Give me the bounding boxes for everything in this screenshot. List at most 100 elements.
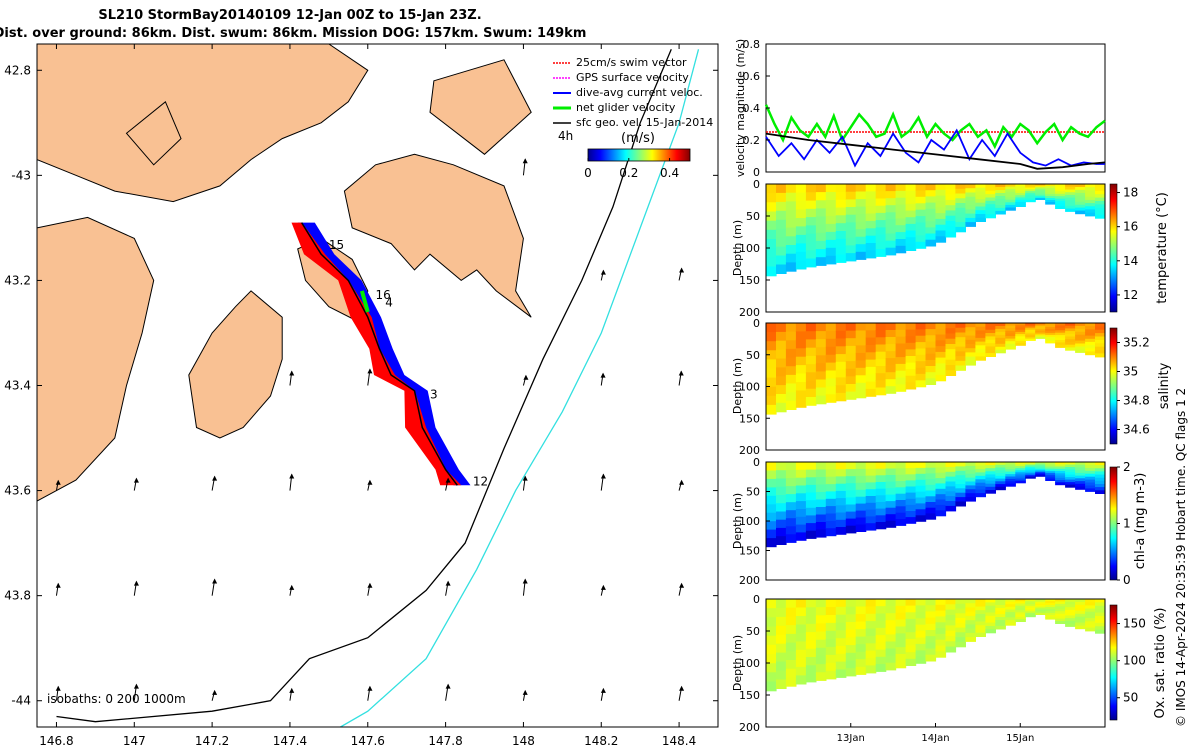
section-cell xyxy=(1065,331,1076,335)
section-cell xyxy=(915,203,927,211)
section-cell xyxy=(965,485,976,490)
y-tick-label: 100 xyxy=(739,242,760,255)
section-cell xyxy=(815,339,827,348)
section-cell xyxy=(805,648,817,658)
section-cell xyxy=(845,384,857,393)
section-cell xyxy=(1015,466,1026,469)
section-cell xyxy=(1025,199,1036,203)
section-cell xyxy=(925,513,937,520)
section-cell xyxy=(855,390,867,399)
section-cell xyxy=(975,479,986,484)
section-cell xyxy=(825,630,837,640)
section-cell xyxy=(1005,476,1016,480)
section-cell xyxy=(1025,600,1036,604)
section-cell xyxy=(1075,602,1086,606)
section-cell xyxy=(875,468,887,476)
y-tick-label: 200 xyxy=(739,574,760,587)
geo-vector-head xyxy=(289,473,295,479)
section-cell xyxy=(955,365,966,371)
section-cell xyxy=(965,611,976,617)
section-cell xyxy=(975,337,986,343)
section-cell xyxy=(776,246,787,257)
section-cell xyxy=(825,354,837,364)
section-cell xyxy=(766,462,777,472)
glider-swath xyxy=(291,222,471,486)
section-cell xyxy=(885,501,897,509)
section-cell xyxy=(845,668,857,677)
section-cell xyxy=(1025,333,1036,336)
section-cell xyxy=(1015,188,1026,192)
section-cell xyxy=(766,202,777,213)
section-cell xyxy=(1015,614,1026,618)
section-cell xyxy=(955,501,966,507)
y-tick-label: 0.2 xyxy=(743,134,761,147)
section-cell xyxy=(1035,335,1046,338)
section-cell xyxy=(935,323,947,330)
section-cell xyxy=(915,222,927,230)
section-cell xyxy=(1005,191,1016,195)
title-line-2: Dist. over ground: 86km. Dist. swum: 86k… xyxy=(0,26,586,41)
section-cell xyxy=(835,490,847,499)
section-cell xyxy=(955,479,966,485)
section-cell xyxy=(945,491,957,497)
section-cell xyxy=(835,527,847,535)
section-cell xyxy=(945,199,957,206)
section-cell xyxy=(985,471,996,475)
x-tick-label: 147.2 xyxy=(195,734,229,748)
section-cell xyxy=(795,390,807,400)
section-cell xyxy=(1005,466,1016,470)
section-cell xyxy=(995,617,1006,621)
section-cell xyxy=(835,512,847,521)
section-cell xyxy=(1095,329,1105,334)
section-cell xyxy=(1085,621,1096,626)
section-cell xyxy=(785,651,797,661)
section-cell xyxy=(1075,198,1086,203)
section-cell xyxy=(785,660,797,670)
legend-entry-swim: 25cm/s swim vector xyxy=(576,56,687,69)
section-cell xyxy=(1085,341,1096,346)
section-cell xyxy=(776,358,787,368)
section-cell xyxy=(955,222,966,228)
section-cell xyxy=(1015,325,1026,328)
section-cell xyxy=(1085,476,1096,481)
section-cell xyxy=(1045,340,1056,344)
colorbar-tick-label: 1 xyxy=(1123,517,1131,531)
section-cell xyxy=(985,629,996,634)
section-cell xyxy=(825,346,837,356)
section-cell xyxy=(855,651,867,660)
y-tick-label: 150 xyxy=(739,412,760,425)
section-cell xyxy=(785,366,797,376)
section-cell xyxy=(935,328,947,336)
section-cell xyxy=(925,347,937,355)
section-cell xyxy=(905,618,917,627)
section-cell xyxy=(795,509,807,518)
section-cell xyxy=(885,634,897,643)
section-cell xyxy=(985,339,996,344)
section-cell xyxy=(805,242,817,251)
x-tick-label: 14Jan xyxy=(921,733,949,744)
section-cell xyxy=(795,382,807,391)
section-cell xyxy=(885,620,897,628)
section-cell xyxy=(1035,470,1046,473)
section-cell xyxy=(995,326,1006,330)
section-cell xyxy=(1025,470,1036,473)
oxygen-colorbar-label: Ox. sat. ratio (%) xyxy=(1153,608,1168,719)
section-cell xyxy=(925,605,937,612)
geo-vector-head xyxy=(600,372,606,378)
section-cell xyxy=(945,205,957,212)
section-cell xyxy=(776,385,787,395)
section-cell xyxy=(895,357,907,365)
section-cell xyxy=(985,326,996,331)
section-cell xyxy=(905,504,917,512)
section-cell xyxy=(895,605,907,614)
section-cell xyxy=(975,326,986,331)
section-cell xyxy=(1025,476,1036,479)
section-cell xyxy=(875,495,887,503)
section-cell xyxy=(905,223,917,232)
section-cell xyxy=(905,237,917,245)
section-cell xyxy=(815,672,827,681)
